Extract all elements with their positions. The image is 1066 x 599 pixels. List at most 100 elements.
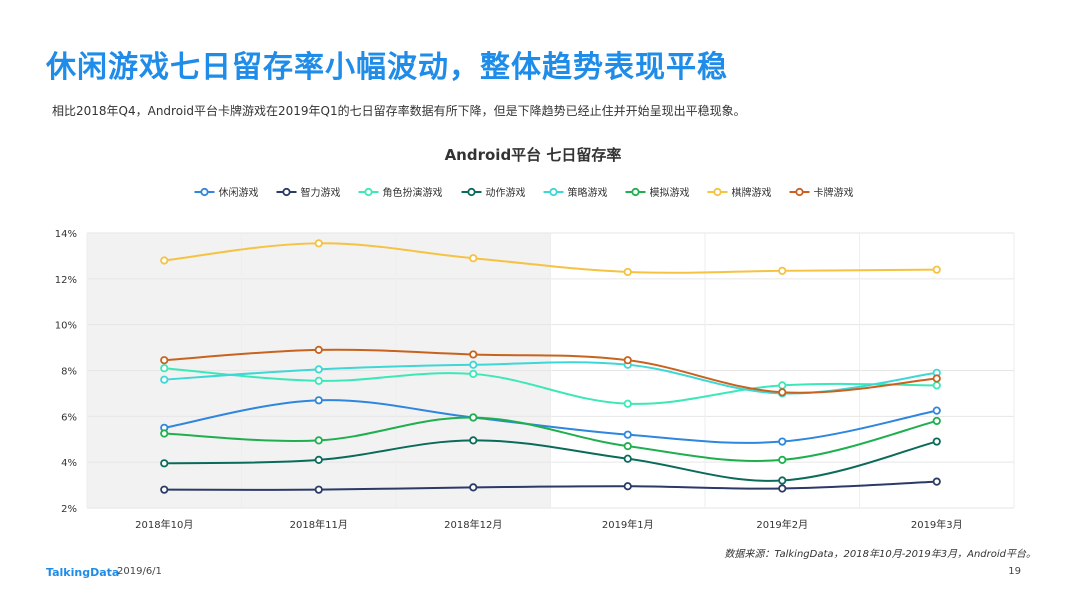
legend-marker (795, 187, 804, 197)
legend-label: 卡牌游戏 (814, 186, 854, 199)
legend-marker (364, 187, 373, 197)
data-point (314, 396, 323, 405)
data-point (160, 256, 169, 265)
data-point (778, 455, 787, 464)
legend-label: 智力游戏 (301, 186, 341, 199)
data-point (623, 442, 632, 451)
page-subtitle: 相比2018年Q4，Android平台卡牌游戏在2019年Q1的七日留存率数据有… (52, 104, 746, 118)
data-point (932, 477, 941, 486)
legend-item: 模拟游戏 (625, 186, 690, 199)
legend-marker (631, 187, 640, 197)
series-6 (160, 413, 941, 464)
legend-item: 角色扮演游戏 (358, 186, 443, 199)
data-point (623, 399, 632, 408)
data-source: 数据来源：TalkingData，2018年10月-2019年3月，Androi… (724, 549, 1036, 560)
data-point (469, 360, 478, 369)
x-tick-label: 2018年12月 (444, 518, 502, 531)
x-tick-label: 2019年3月 (911, 518, 963, 531)
y-tick-label: 14% (55, 229, 77, 240)
data-point (314, 365, 323, 374)
series-line (164, 367, 937, 405)
page-title: 休闲游戏七日留存率小幅波动，整体趋势表现平稳 (46, 50, 728, 85)
data-point (160, 485, 169, 494)
data-point (469, 483, 478, 492)
y-tick-label: 10% (55, 321, 77, 332)
legend-label: 棋牌游戏 (732, 186, 772, 199)
data-point (469, 436, 478, 445)
y-tick-label: 6% (61, 412, 77, 423)
series-8 (160, 345, 941, 397)
y-tick-label: 4% (61, 458, 77, 469)
data-point (778, 388, 787, 397)
plot-area: 2% 4% 6% 8% 10% 12% 14% 2018年10月 2018年11月 2018年12… (55, 229, 1015, 531)
series-line (164, 242, 937, 274)
series-line (164, 348, 937, 394)
data-point (314, 345, 323, 354)
data-point (160, 375, 169, 384)
series-7 (160, 239, 941, 277)
legend-item: 休闲游戏 (194, 186, 259, 199)
series-line (164, 439, 937, 482)
series-2 (160, 477, 941, 494)
data-point (778, 437, 787, 446)
data-point (160, 459, 169, 468)
page-number: 19 (1008, 566, 1021, 577)
legend-label: 角色扮演游戏 (383, 186, 443, 199)
data-point (778, 476, 787, 485)
data-point (932, 381, 941, 390)
legend-item: 策略游戏 (543, 186, 608, 199)
legend-item: 智力游戏 (276, 186, 341, 199)
data-point (160, 429, 169, 438)
x-tick-label: 2018年10月 (135, 518, 193, 531)
series-line (164, 416, 937, 462)
data-point (314, 436, 323, 445)
data-point (469, 369, 478, 379)
data-point (932, 406, 941, 415)
legend-marker (549, 187, 558, 197)
legend-marker (282, 187, 291, 197)
legend-marker (467, 187, 476, 197)
chart-title: Android平台 七日留存率 (445, 146, 622, 164)
data-point (623, 356, 632, 365)
data-point (932, 416, 941, 426)
series-line (164, 480, 937, 491)
data-point (932, 437, 941, 446)
legend-item: 卡牌游戏 (789, 186, 854, 199)
data-point (623, 430, 632, 439)
data-point (160, 364, 169, 373)
legend-label: 动作游戏 (486, 186, 526, 199)
data-point (623, 267, 632, 277)
data-point (469, 413, 478, 422)
y-tick-label: 2% (61, 504, 77, 515)
data-point (778, 266, 787, 275)
data-point (314, 485, 323, 494)
x-tick-label: 2019年2月 (756, 518, 808, 531)
data-point (469, 350, 478, 359)
legend-label: 休闲游戏 (219, 186, 259, 199)
data-point (932, 374, 941, 383)
data-point (314, 455, 323, 464)
series-line (164, 399, 937, 444)
data-point (160, 356, 169, 365)
legend-marker (713, 187, 722, 197)
x-tick-label: 2018年11月 (290, 518, 348, 531)
y-tick-label: 8% (61, 367, 77, 378)
legend-marker (200, 187, 209, 197)
data-point (623, 482, 632, 491)
data-point (778, 381, 787, 390)
talkingdata-logo: TalkingData (46, 566, 120, 579)
chart-legend: 休闲游戏 智力游戏 角色扮演游戏 动作游戏 策略游戏 模拟游戏 棋牌游戏 卡牌游戏 (194, 186, 854, 199)
y-tick-label: 12% (55, 275, 77, 286)
data-point (623, 454, 632, 463)
x-tick-label: 2019年1月 (602, 518, 654, 531)
legend-label: 策略游戏 (568, 186, 608, 199)
legend-item: 棋牌游戏 (707, 186, 772, 199)
retention-line-chart: Android平台 七日留存率 休闲游戏 智力游戏 角色扮演游戏 动作游戏 策略游戏 模拟… (55, 146, 1015, 531)
legend-item: 动作游戏 (461, 186, 526, 199)
legend-label: 模拟游戏 (650, 186, 690, 199)
data-point (778, 484, 787, 493)
footer-date: 2019/6/1 (117, 566, 162, 577)
data-point (469, 254, 478, 263)
series-4 (160, 436, 941, 485)
data-point (314, 239, 323, 248)
